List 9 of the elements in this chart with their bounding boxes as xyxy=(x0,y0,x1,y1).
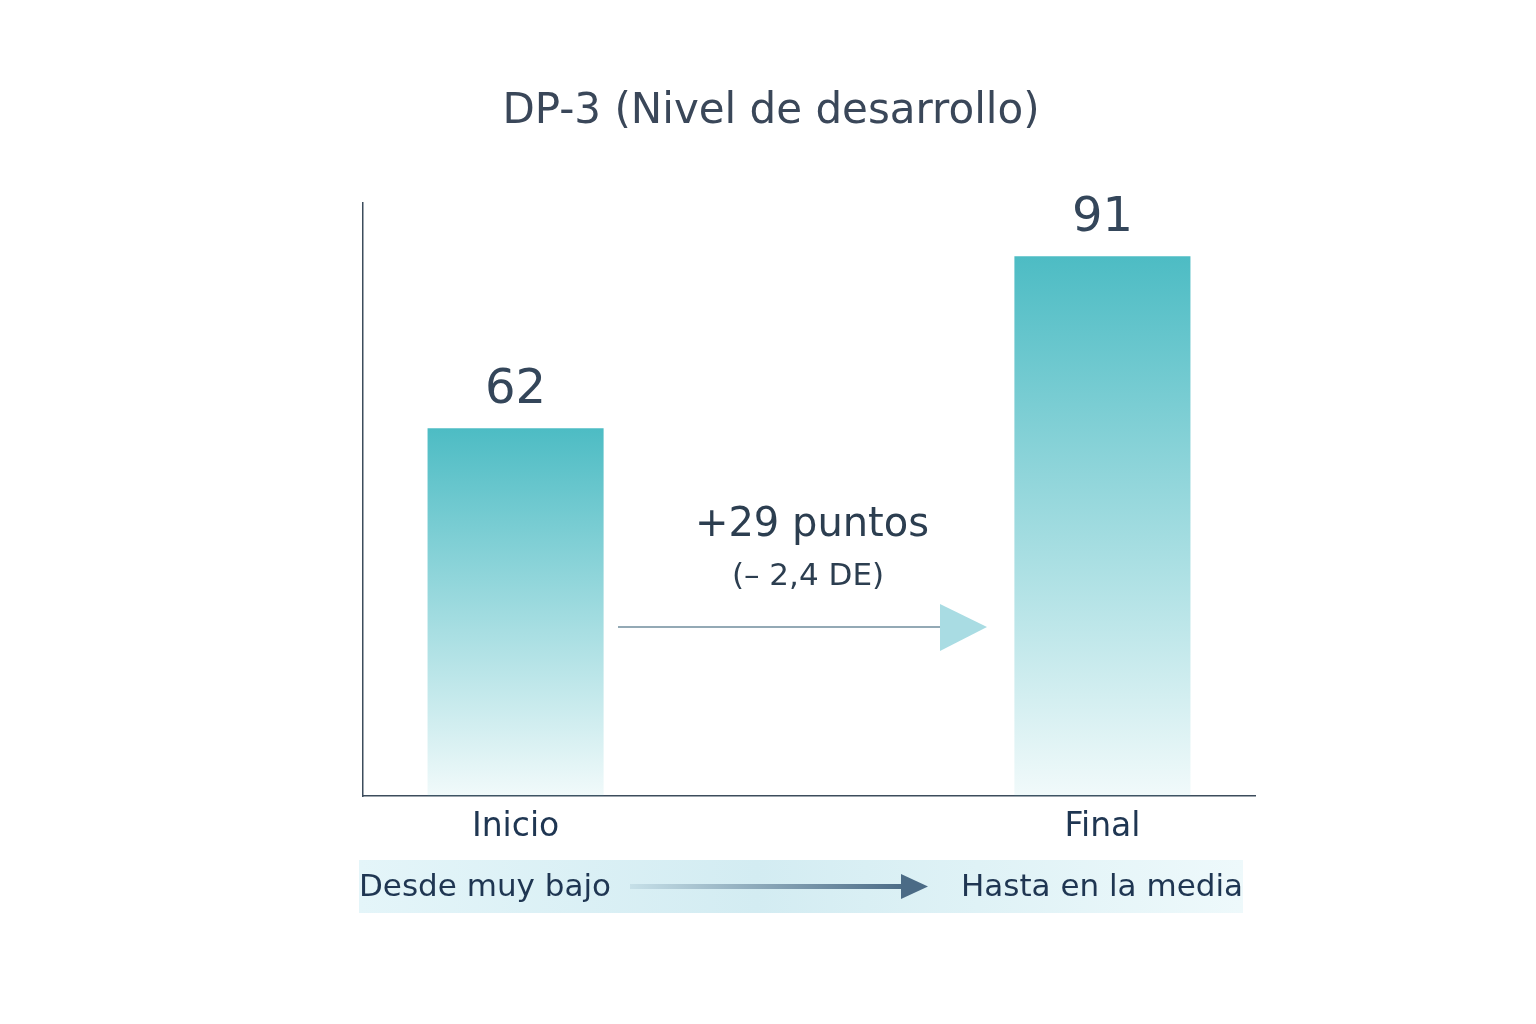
text: Hasta en la media xyxy=(960,867,1243,905)
chart-title: DP-3 (Nivel de desarrollo) xyxy=(501,84,1041,133)
text: Desde muy bajo xyxy=(359,867,611,905)
annotation: +29 puntos xyxy=(694,498,930,546)
x-tick-label: Final xyxy=(1064,805,1141,845)
annotation: (– 2,4 DE) xyxy=(731,556,885,594)
data-label: 91 xyxy=(1071,185,1133,242)
x-tick-label: Inicio xyxy=(471,805,560,845)
data-label: 62 xyxy=(485,357,547,414)
